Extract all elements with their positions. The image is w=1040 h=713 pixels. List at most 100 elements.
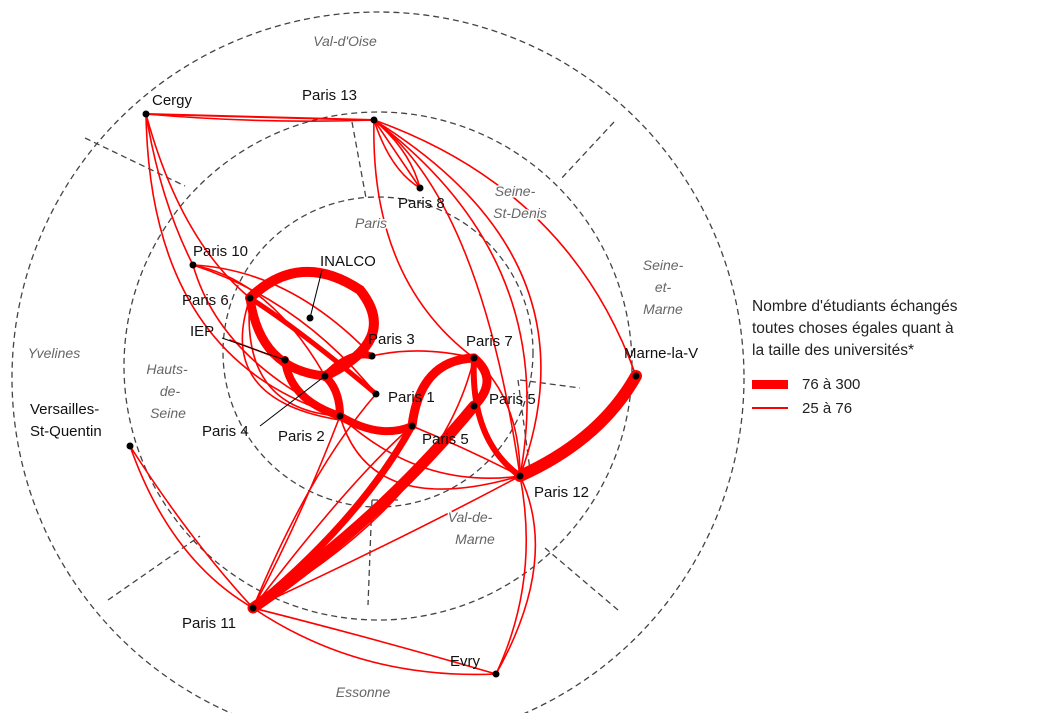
flow-paris7-paris12-thick: [470, 355, 523, 479]
boundary-valdoise-seinemarne: [559, 121, 615, 181]
legend-item-thick: 76 à 300: [752, 372, 1040, 396]
outer-ring: [11, 11, 745, 713]
boundary-valdoise-yvelines: [84, 137, 186, 187]
flow-cergy-paris13-b: [145, 113, 375, 122]
flow-cergy-paris13: [145, 113, 375, 121]
node-paris8: [416, 184, 424, 192]
label-paris11: Paris 11: [182, 615, 236, 632]
node-paris12: [516, 472, 524, 480]
label-paris2: Paris 2: [278, 428, 325, 445]
legend: Nombre d'étudiants échangés toutes chose…: [752, 296, 1040, 420]
flow-paris5-paris7: [407, 353, 479, 431]
label-paris13: Paris 13: [302, 87, 357, 104]
node-paris13: [370, 116, 378, 124]
legend-swatch-thick: [752, 379, 788, 389]
region-seine-et-marne-1: Seine-: [643, 257, 684, 273]
university-nodes: [126, 110, 640, 678]
boundary-valdemarne-d: [517, 379, 531, 471]
region-essonne: Essonne: [336, 684, 391, 700]
flow-paris2-paris5: [336, 412, 416, 436]
flow-paris13-paris8-b: [373, 119, 421, 189]
region-val-de-marne-2: Marne: [455, 531, 495, 547]
label-inalco: INALCO: [320, 253, 376, 270]
region-paris: Paris: [355, 215, 387, 231]
label-iep: IEP: [190, 323, 214, 340]
flow-paris12-marne: [514, 370, 642, 482]
flow-paris10-paris1: [192, 264, 377, 395]
flow-versailles-paris11-b: [129, 445, 254, 609]
flow-paris6-loop: [245, 266, 379, 381]
zone-boundaries: [11, 11, 745, 713]
leader-iep: [221, 337, 286, 361]
node-paris6: [246, 294, 254, 302]
region-val-d-oise: Val-d'Oise: [313, 33, 377, 49]
node-marne: [632, 372, 640, 380]
label-paris7: Paris 7: [466, 333, 513, 350]
boundary-yvelines-essonne: [107, 535, 201, 601]
flow-paris11-paris5: [252, 425, 413, 609]
region-hauts-de-seine-1: Hauts-: [146, 361, 188, 377]
flow-paris2-paris11: [252, 415, 341, 609]
label-paris6: Paris 6: [182, 292, 229, 309]
node-versailles: [126, 442, 134, 450]
boundary-paris-93-a: [351, 121, 367, 199]
region-labels: Val-d'Oise Paris Seine- St-Denis Seine- …: [26, 32, 685, 702]
boundary-essonne-seinemarne: [544, 547, 619, 611]
flow-paris13-paris12-b: [373, 119, 542, 477]
region-yvelines: Yvelines: [28, 345, 80, 361]
region-seine-et-marne-3: Marne: [643, 301, 683, 317]
region-val-de-marne-1: Val-de-: [448, 509, 493, 525]
label-paris12: Paris 12: [534, 484, 589, 501]
legend-title-line-3: la taille des universités*: [752, 342, 914, 359]
node-evry: [492, 670, 500, 678]
region-hauts-de-seine-2: de-: [160, 383, 181, 399]
flow-paris5-paris11: [249, 422, 416, 612]
flow-paris11-paris7: [252, 357, 475, 609]
flow-paris11-paris12: [252, 475, 521, 609]
legend-title-line-2: toutes choses égales quant à: [752, 320, 954, 337]
label-evry: Evry: [450, 653, 481, 670]
flow-paris11-evry-b: [252, 607, 497, 676]
flow-paris13-paris7: [373, 119, 475, 359]
legend-label-thick: 76 à 300: [802, 375, 861, 393]
flow-paris13-paris5: [373, 119, 528, 477]
leader-inalco: [309, 269, 323, 319]
legend-item-thin: 25 à 76: [752, 396, 1040, 420]
label-versailles-1: Versailles-: [30, 401, 99, 418]
leader-lines: [221, 269, 326, 427]
legend-title: Nombre d'étudiants échangés toutes chose…: [752, 296, 1040, 362]
boundary-valdemarne-a: [519, 379, 581, 389]
node-paris7: [470, 354, 478, 362]
region-hauts-de-seine-3: Seine: [150, 405, 186, 421]
node-cergy: [142, 110, 150, 118]
node-paris3: [368, 352, 376, 360]
label-paris5: Paris 5: [422, 431, 469, 448]
flow-cergy-paris10: [145, 113, 194, 266]
node-paris2: [336, 412, 344, 420]
label-paris3: Paris 3: [368, 331, 415, 348]
node-paris1: [372, 390, 380, 398]
flow-paris6-paris4: [241, 297, 341, 421]
flows-thick: [245, 266, 642, 614]
flow-paris13-paris8: [373, 119, 421, 189]
region-seine-st-denis-1: Seine-: [495, 183, 536, 199]
flow-paris13-marne: [373, 119, 637, 377]
flow-versailles-paris11: [129, 445, 254, 609]
legend-swatch-thin: [752, 407, 788, 409]
flow-paris11-evry: [252, 607, 497, 675]
flow-cergy-paris2: [145, 113, 341, 417]
region-seine-st-denis-2: St-Denis: [493, 205, 547, 221]
label-marne: Marne-la-V: [624, 345, 698, 362]
leader-paris4: [259, 375, 326, 427]
node-paris11: [249, 604, 257, 612]
legend-label-thin: 25 à 76: [802, 399, 853, 417]
flow-paris1-paris3: [321, 351, 376, 380]
label-paris8: Paris 8: [398, 195, 445, 212]
label-cergy: Cergy: [152, 92, 193, 109]
flow-paris10-paris6: [192, 264, 373, 357]
flow-paris11-paris1: [252, 393, 377, 609]
node-paris10: [189, 261, 197, 269]
flow-paris6-paris1-b: [247, 295, 379, 397]
node-labels: Cergy Paris 13 Paris 8 Paris 10 INALCO P…: [30, 87, 698, 670]
